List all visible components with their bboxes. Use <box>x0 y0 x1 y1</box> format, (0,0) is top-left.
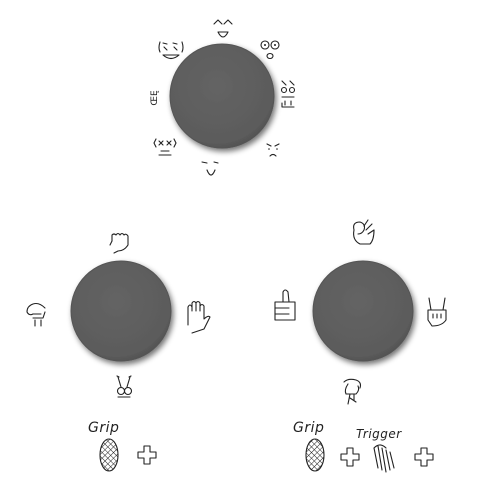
text-face-label: ŒĘ <box>150 90 160 106</box>
grip-label-right: Grip <box>293 420 324 436</box>
squint-face-icon[interactable] <box>153 138 177 156</box>
ok-sign-icon[interactable] <box>353 219 375 245</box>
point-down-icon[interactable] <box>343 378 362 405</box>
open-palm-icon[interactable] <box>187 300 211 334</box>
dpad-right-a-icon[interactable] <box>340 447 360 467</box>
right-hand-wheel[interactable] <box>274 219 447 405</box>
dpad-right-b-icon[interactable] <box>414 447 434 467</box>
right-hand-wheel-disc[interactable] <box>312 260 414 362</box>
grip-button-right-icon[interactable] <box>305 438 325 472</box>
nervous-face-icon[interactable] <box>280 80 296 108</box>
grin-face-icon[interactable] <box>213 19 233 38</box>
smile-face-icon[interactable] <box>158 41 184 60</box>
grip-button-left-icon[interactable] <box>99 438 119 472</box>
emote-wheel[interactable]: ŒĘ <box>150 19 296 176</box>
right-legend: Grip Trigger <box>293 420 434 473</box>
emote-wheel-disc[interactable] <box>169 43 275 149</box>
grip-label-left: Grip <box>88 420 119 436</box>
left-hand-wheel[interactable] <box>26 232 211 398</box>
thumbs-up-icon[interactable] <box>274 289 296 321</box>
point-left-icon[interactable] <box>26 302 46 327</box>
trigger-button-icon[interactable] <box>373 444 395 473</box>
trigger-label: Trigger <box>356 427 402 441</box>
fist-up-icon[interactable] <box>109 232 129 254</box>
sad-face-icon[interactable] <box>201 161 219 176</box>
peace-sign-icon[interactable] <box>116 375 133 398</box>
grumpy-face-icon[interactable] <box>266 143 280 157</box>
text-face-icon[interactable]: ŒĘ <box>150 90 160 106</box>
glasses-face-icon[interactable] <box>260 40 280 60</box>
left-legend: Grip <box>88 420 157 472</box>
left-hand-wheel-disc[interactable] <box>70 260 172 362</box>
dpad-left-icon[interactable] <box>137 445 157 465</box>
rock-sign-icon[interactable] <box>427 297 447 327</box>
